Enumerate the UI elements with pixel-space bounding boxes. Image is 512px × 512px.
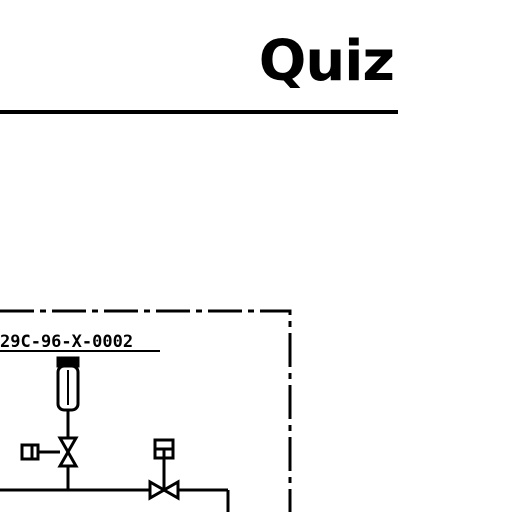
- gate-valve-vertical-icon: [57, 436, 79, 490]
- valve-actuator-left-icon: [20, 443, 60, 461]
- line-tag-label: 29C-96-X-0002: [0, 332, 133, 352]
- sight-glass-icon: [56, 356, 80, 438]
- page-title: Quiz: [258, 29, 395, 94]
- title-underline: [0, 110, 398, 114]
- gate-valve-horizontal-icon: [148, 479, 180, 501]
- valve-actuator-top-icon: [153, 438, 175, 490]
- package-boundary: [0, 309, 292, 512]
